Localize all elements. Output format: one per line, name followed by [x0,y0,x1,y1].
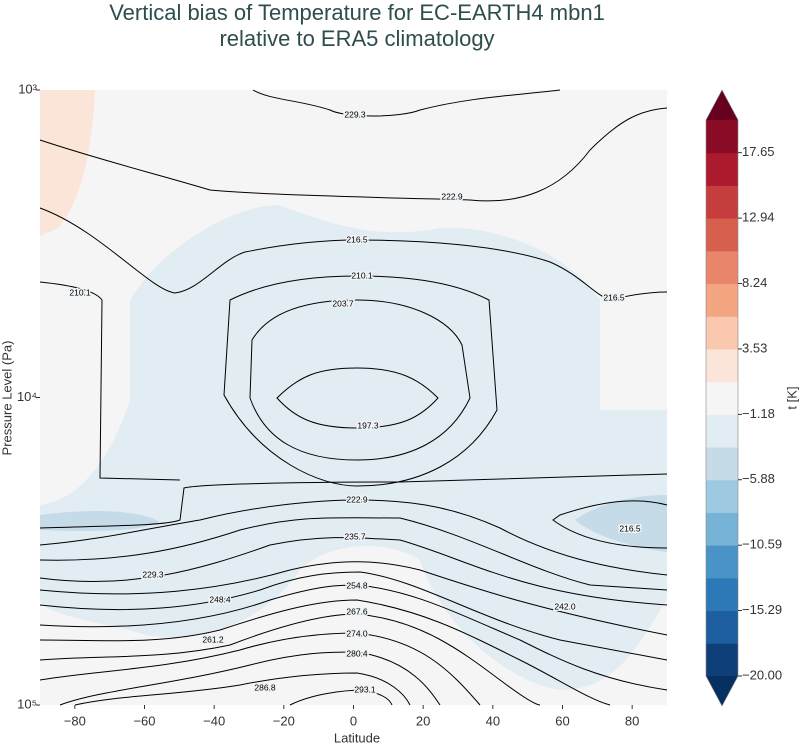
contour-line [39,281,181,481]
contour-label: 229.3 [344,109,366,119]
colorbar-band [706,643,738,677]
contour-line [39,599,611,706]
x-tick-label: 0 [350,713,357,728]
contour-line [39,561,668,636]
bias-region [40,90,95,236]
colorbar-band [706,218,738,252]
x-axis-label: Latitude [334,730,380,745]
contour-line [289,689,393,706]
colorbar-band [706,250,738,285]
colorbar-extend [706,676,738,706]
colorbar-label: t [K] [784,386,799,409]
colorbar-band [706,610,738,644]
contour-label: 280.4 [346,648,368,658]
colorbar-band [706,381,738,415]
contour-line [276,367,439,429]
colorbar-band [706,348,738,383]
y-axis-label: Pressure Level (Pa) [0,341,14,456]
contour-label: 293.1 [354,684,376,694]
contour-line [223,275,498,487]
y-tick-label: 10⁵ [17,696,37,711]
bias-region [40,205,667,690]
colorbar-tick-label: −20.00 [742,667,782,682]
colorbar-band [706,512,738,546]
colorbar-tick-label: 12.94 [742,210,775,225]
chart-title: Vertical bias of Temperature for EC-EART… [109,0,605,25]
colorbar-tick-label: −5.88 [742,471,775,486]
contour-label: 248.4 [209,594,231,604]
colorbar-tick-label: −15.29 [742,602,782,617]
colorbar-band [706,577,738,612]
colorbar-tick-label: 3.53 [742,340,767,355]
x-tick-label: −40 [203,713,225,728]
colorbar-band [706,185,738,219]
contour-line [39,537,668,606]
colorbar-tick-label: 8.24 [742,275,767,290]
colorbar-tick-label: −1.18 [742,406,775,421]
x-tick-label: 60 [555,713,569,728]
contour-label: 254.8 [346,580,368,590]
bias-region [575,495,667,552]
colorbar-band [706,447,738,481]
x-tick-label: −60 [133,713,155,728]
y-tick-label: 10³ [18,81,37,96]
colorbar-band [706,283,738,317]
contour-line [39,571,668,661]
contour-line [39,207,668,301]
contour-label: 216.5 [619,523,641,533]
contour-line [552,500,668,549]
contour-line [39,499,668,576]
x-tick-label: −80 [64,713,86,728]
colorbar-band [706,414,738,448]
x-tick-label: 80 [625,713,639,728]
contour-label: 261.2 [202,634,224,644]
contour-label: 210.1 [351,270,373,280]
colorbar-tick-label: −10.59 [742,537,782,552]
contour-line [39,517,668,591]
colorbar-band [706,479,738,513]
contour-label: 235.7 [344,531,366,541]
chart-title: relative to ERA5 climatology [219,26,494,51]
y-tick-label: 10⁴ [17,389,37,404]
colorbar-band [706,152,738,186]
contour-label: 197.3 [357,420,379,430]
contour-line [252,89,561,117]
bias-region [40,510,160,532]
x-tick-label: 40 [486,713,500,728]
x-tick-label: 20 [416,713,430,728]
colorbar-extend [706,90,738,120]
contour-label: 222.9 [441,191,463,201]
contour-line [39,107,668,202]
contour-label: 216.5 [603,292,625,302]
contour-line [74,672,411,706]
contour-line [39,632,481,706]
x-tick-label: −20 [273,713,295,728]
contour-line [39,613,541,706]
contour-label: 222.9 [346,494,368,504]
contour-line [59,651,441,706]
contour-label: 242.0 [554,601,576,611]
contour-label: 203.7 [332,298,354,308]
colorbar-band [706,316,738,350]
contour-label: 286.8 [254,682,276,692]
contour-line [39,584,668,691]
contour-label: 267.6 [346,606,368,616]
colorbar-band [706,120,738,154]
colorbar-band [706,545,738,579]
contour-line [39,473,668,529]
colorbar-tick-label: 17.65 [742,144,775,159]
contour-label: 216.5 [346,234,368,244]
contour-label: 210.1 [69,287,91,297]
contour-label: 229.3 [142,569,164,579]
contour-label: 274.0 [346,628,368,638]
contour-line [249,299,471,461]
